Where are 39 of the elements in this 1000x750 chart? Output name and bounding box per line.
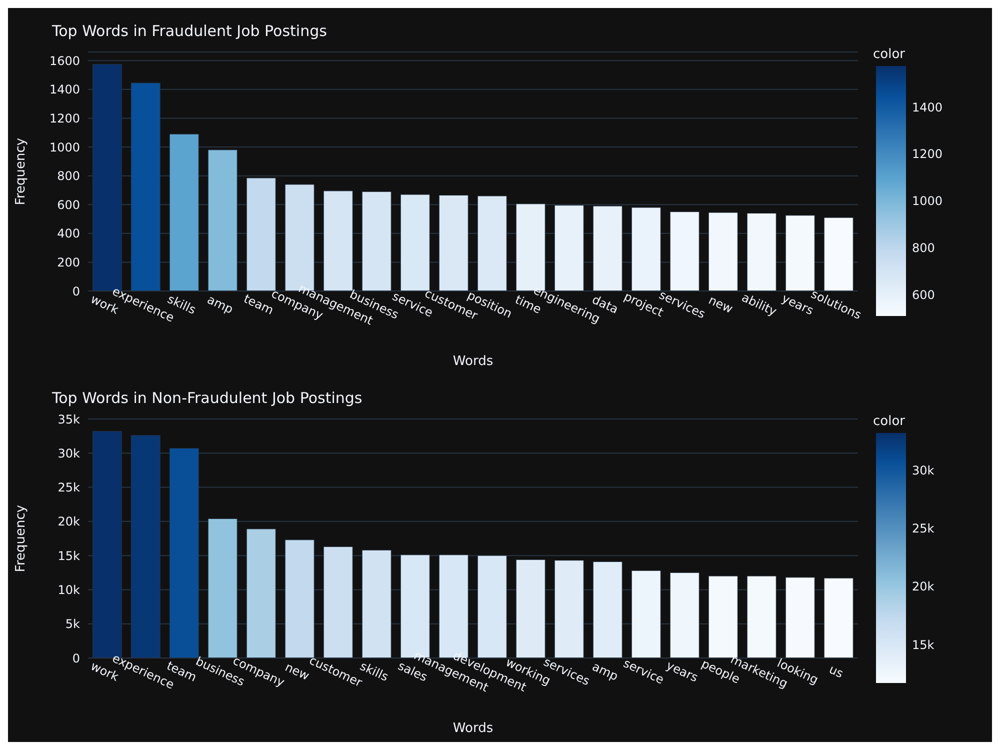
y-tick-label: 5k xyxy=(65,617,80,632)
color-bar-label: 1000 xyxy=(912,194,943,208)
color-bar-label: 25k xyxy=(912,522,934,536)
color-bar-label: 30k xyxy=(912,463,934,478)
x-axis-title: Words xyxy=(452,354,494,369)
y-tick-label: 1000 xyxy=(49,140,80,154)
y-tick-label: 1600 xyxy=(49,54,80,68)
color-bar-label: 600 xyxy=(912,288,935,302)
color-bar-title: color xyxy=(873,47,906,62)
y-tick-label: 20k xyxy=(58,514,80,529)
y-tick-label: 800 xyxy=(57,169,80,184)
y-tick-label: 600 xyxy=(57,198,80,212)
x-axis-title: Words xyxy=(452,721,494,736)
y-tick-label: 10k xyxy=(58,582,80,597)
y-axis-title: Frequency xyxy=(14,138,29,206)
y-tick-label: 0 xyxy=(72,651,80,666)
y-tick-label: 1400 xyxy=(49,82,80,97)
x-tick-label: new xyxy=(706,292,736,316)
y-tick-label: 0 xyxy=(72,284,80,298)
chart-title: Top Words in Fraudulent Job Postings xyxy=(51,21,328,42)
color-bar-label: 1400 xyxy=(912,100,943,114)
y-tick-label: 400 xyxy=(57,226,80,241)
color-bar-label: 1200 xyxy=(912,147,943,162)
x-tick-label: amp xyxy=(205,292,236,316)
y-tick-label: 1200 xyxy=(49,111,80,126)
x-tick-label: amp xyxy=(590,659,620,684)
chart-title: Top Words in Non-Fraudulent Job Postings xyxy=(51,388,364,409)
color-bar-title: color xyxy=(873,414,906,429)
color-bar-label: 15k xyxy=(912,638,934,652)
x-tick-label: us xyxy=(826,662,846,681)
y-tick-label: 15k xyxy=(58,548,80,563)
color-bar-label: 20k xyxy=(912,580,934,594)
x-tick-label: years xyxy=(664,658,700,685)
y-tick-label: 25k xyxy=(58,480,80,495)
y-tick-label: 200 xyxy=(57,255,80,270)
color-bar-label: 800 xyxy=(912,241,935,256)
y-tick-label: 35k xyxy=(58,412,80,426)
y-tick-label: 30k xyxy=(58,446,80,460)
y-axis-title: Frequency xyxy=(14,504,29,572)
